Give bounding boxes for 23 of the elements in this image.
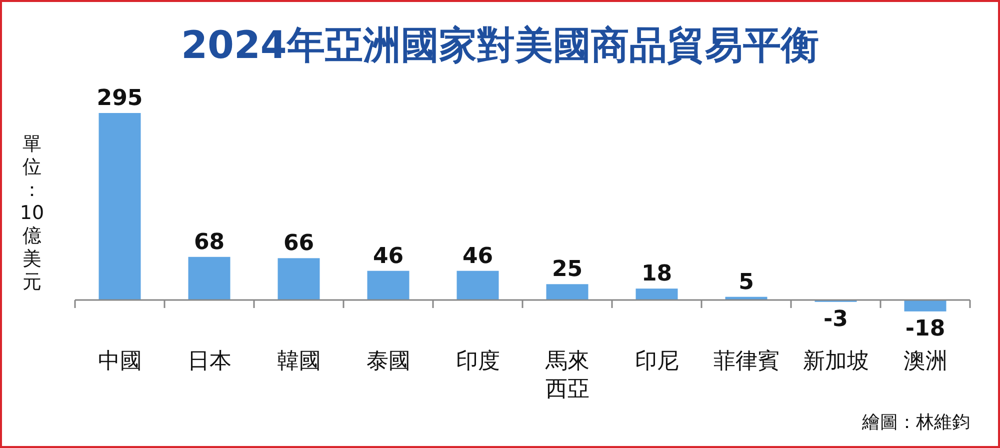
y-axis-title: 單位：10億美元: [20, 133, 44, 293]
data-label: 46: [462, 244, 494, 269]
x-tick-label: 馬來西亞: [544, 349, 590, 402]
data-label: -3: [824, 306, 848, 332]
x-tick-label: 菲律賓: [713, 349, 780, 374]
x-tick-label: 印尼: [634, 349, 679, 374]
data-label: 25: [552, 257, 583, 282]
data-label: 68: [194, 230, 225, 255]
data-label: 46: [372, 244, 404, 269]
data-label: -18: [905, 316, 946, 342]
data-label: 66: [283, 231, 314, 256]
x-tick-label: 泰國: [366, 349, 410, 374]
x-tick-label: 韓國: [276, 349, 321, 374]
chart-title: 2024年亞洲國家對美國商品貿易平衡: [181, 23, 819, 67]
text: 繪圖：林維鈞: [861, 412, 970, 433]
x-tick-label: 印度: [456, 349, 500, 374]
x-tick-label: 中國: [98, 349, 142, 374]
data-label: 18: [641, 262, 672, 287]
x-tick-label: 新加坡: [802, 349, 869, 374]
x-tick-label: 日本: [187, 349, 232, 374]
x-tick-label: 澳洲: [903, 349, 948, 374]
data-label: 295: [96, 86, 143, 111]
data-label: 5: [738, 270, 754, 295]
